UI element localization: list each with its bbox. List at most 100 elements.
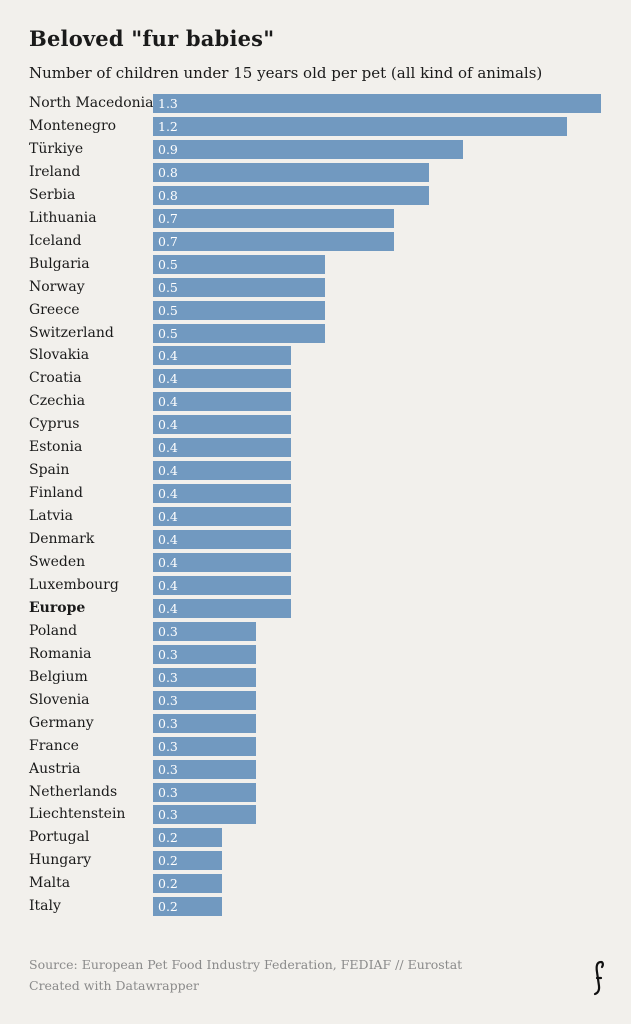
bar <box>153 392 291 412</box>
bar <box>153 621 257 641</box>
category-label: Portugal <box>29 829 90 846</box>
category-label: North Macedonia <box>29 95 154 111</box>
bar-value-label: 0.3 <box>158 692 178 708</box>
category-label: Europe <box>29 599 86 616</box>
bar <box>153 874 222 894</box>
bar-value-label: 0.4 <box>158 417 178 433</box>
bar-value-label: 1.3 <box>158 96 178 111</box>
bar <box>153 805 257 825</box>
bar-value-label: 0.5 <box>158 302 178 318</box>
bar-value-label: 0.4 <box>158 371 178 387</box>
bar <box>153 759 257 779</box>
bar <box>153 553 291 572</box>
bar <box>153 828 222 848</box>
category-label: Serbia <box>29 186 76 203</box>
category-label: Netherlands <box>29 783 118 800</box>
bar-value-label: 0.3 <box>158 623 178 639</box>
category-label: Finland <box>29 485 84 502</box>
category-label: Türkiye <box>29 140 84 157</box>
category-label: Norway <box>29 278 85 295</box>
bar <box>153 94 601 113</box>
bar-value-label: 0.2 <box>158 899 178 915</box>
category-label: Germany <box>29 714 94 731</box>
category-label: Malta <box>29 875 71 892</box>
category-label: Hungary <box>29 852 92 869</box>
source-note: Source: European Pet Food Industry Feder… <box>29 957 463 972</box>
bar-value-label: 0.4 <box>158 577 178 593</box>
bar <box>153 300 326 320</box>
category-label: Greece <box>29 301 80 318</box>
credit-note: Created with Datawrapper <box>29 978 199 993</box>
bar-value-label: 0.2 <box>158 853 178 869</box>
bar <box>153 254 326 274</box>
category-label: Switzerland <box>29 324 114 341</box>
bar-value-label: 0.7 <box>158 210 178 226</box>
bar-value-label: 0.2 <box>158 830 178 846</box>
category-label: Slovenia <box>29 691 90 708</box>
bar <box>153 369 291 389</box>
bar-value-label: 0.4 <box>158 394 178 410</box>
bar-chart: North Macedonia 1.3 Montenegro 1.2 Türkiye 0.… <box>29 94 601 917</box>
chart-subtitle: Number of children under 15 years old pe… <box>29 64 543 82</box>
category-label: France <box>29 737 79 754</box>
bar <box>153 323 326 343</box>
bar <box>153 116 567 136</box>
bar-value-label: 0.4 <box>158 463 178 479</box>
bar <box>153 507 291 527</box>
bar-value-label: 0.9 <box>158 141 178 157</box>
bar-value-label: 0.4 <box>158 532 178 548</box>
publisher-logo-icon <box>593 960 604 996</box>
bar-value-label: 0.5 <box>158 279 178 295</box>
bar-value-label: 0.3 <box>158 646 178 662</box>
bar <box>153 185 429 205</box>
bar <box>153 667 257 687</box>
bar-value-label: 0.4 <box>158 440 178 456</box>
category-label: Estonia <box>29 439 83 456</box>
category-label: Slovakia <box>29 347 90 364</box>
bar <box>153 139 464 159</box>
bar-value-label: 0.4 <box>158 486 178 502</box>
category-label: Romania <box>29 645 92 662</box>
category-label: Ireland <box>29 163 81 180</box>
bar <box>153 575 291 595</box>
category-label: Austria <box>29 760 81 777</box>
bar <box>153 598 291 618</box>
category-label: Lithuania <box>29 209 97 226</box>
bar <box>153 530 291 550</box>
bar-value-label: 0.3 <box>158 784 178 800</box>
category-label: Bulgaria <box>29 255 90 272</box>
bar-value-label: 0.4 <box>158 600 178 616</box>
category-label: Belgium <box>29 668 88 685</box>
bar-value-label: 0.8 <box>158 164 178 180</box>
bar <box>153 346 291 366</box>
bar <box>153 162 429 182</box>
category-label: Sweden <box>29 554 86 570</box>
bar-value-label: 0.5 <box>158 325 178 341</box>
category-label: Luxembourg <box>29 576 119 593</box>
category-label: Poland <box>29 622 78 639</box>
category-label: Iceland <box>29 232 82 249</box>
bar <box>153 897 222 917</box>
bar <box>153 644 257 664</box>
category-label: Montenegro <box>29 117 117 134</box>
bar <box>153 438 291 458</box>
category-label: Croatia <box>29 370 82 387</box>
bar-value-label: 0.4 <box>158 348 178 364</box>
bar-value-label: 0.3 <box>158 669 178 685</box>
bar <box>153 713 257 733</box>
bar <box>153 782 257 802</box>
bar-value-label: 0.4 <box>158 555 178 570</box>
bar-value-label: 0.3 <box>158 738 178 754</box>
category-label: Czechia <box>29 393 86 410</box>
category-label: Cyprus <box>29 416 80 433</box>
chart-title: Beloved "fur babies" <box>29 26 275 51</box>
category-label: Liechtenstein <box>29 806 126 823</box>
bar <box>153 484 291 504</box>
bar-value-label: 0.7 <box>158 233 178 249</box>
bar-value-label: 0.3 <box>158 761 178 777</box>
category-label: Italy <box>29 898 61 915</box>
bar-value-label: 0.5 <box>158 256 178 272</box>
category-label: Denmark <box>29 531 95 548</box>
bar <box>153 461 291 481</box>
bar <box>153 851 222 871</box>
